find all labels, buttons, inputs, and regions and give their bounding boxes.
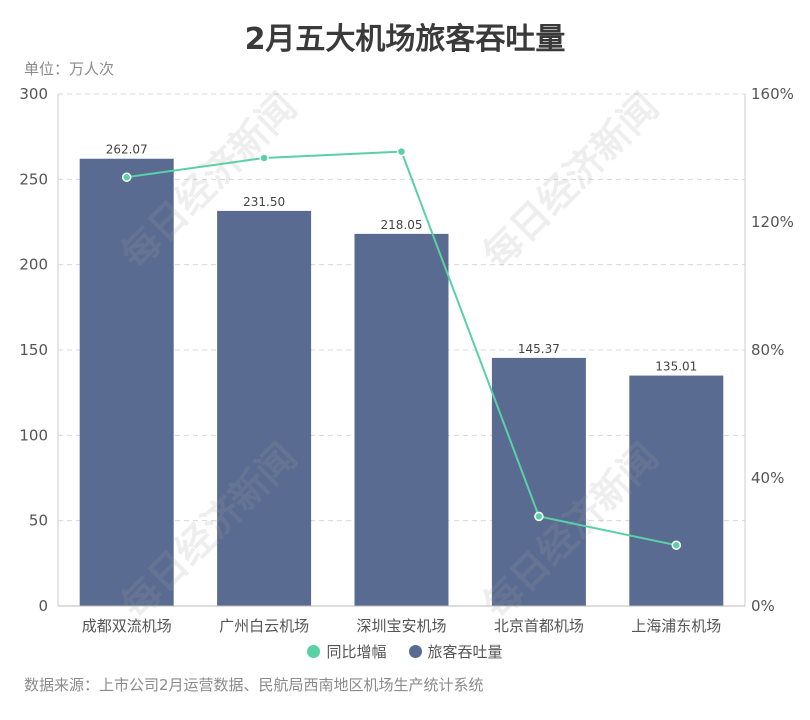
bar [79, 158, 174, 606]
bar [217, 210, 312, 606]
bar-value-label: 218.05 [381, 218, 423, 232]
y-left-tick-label: 50 [29, 512, 48, 530]
x-tick-label: 成都双流机场 [82, 617, 172, 635]
legend-marker-growth [307, 645, 321, 658]
legend-label-growth: 同比增幅 [326, 643, 387, 661]
x-tick-label: 上海浦东机场 [631, 617, 721, 635]
x-tick-label: 北京首都机场 [494, 617, 584, 635]
bar [491, 357, 586, 606]
growth-point [534, 511, 544, 522]
legend-item-throughput[interactable]: 旅客吞吐量 [408, 641, 503, 662]
bar [354, 233, 449, 606]
x-tick-label: 广州白云机场 [219, 617, 309, 635]
growth-point [121, 172, 132, 182]
x-tick-label: 深圳宝安机场 [356, 617, 446, 635]
y-right-tick-label: 80% [751, 341, 784, 359]
y-left-tick-label: 0 [38, 597, 48, 615]
bar-value-label: 145.37 [518, 342, 560, 356]
y-right-tick-label: 120% [751, 213, 794, 231]
unit-label: 单位：万人次 [24, 60, 115, 78]
bar-value-label: 135.01 [655, 360, 697, 374]
legend-marker-throughput [408, 645, 422, 658]
y-left-tick-label: 250 [19, 170, 48, 188]
y-right-tick-label: 160% [751, 85, 794, 103]
y-right-tick-label: 0% [751, 597, 775, 615]
y-right-tick-label: 40% [751, 469, 784, 487]
legend: 同比增幅 旅客吞吐量 [0, 641, 810, 662]
data-source: 数据来源：上市公司2月运营数据、民航局西南地区机场生产统计系统 [24, 676, 484, 694]
watermark: 每日经济新闻 [474, 84, 667, 277]
bar [629, 375, 724, 606]
legend-label-throughput: 旅客吞吐量 [427, 643, 503, 661]
y-left-tick-label: 150 [19, 341, 48, 359]
chart-title: 2月五大机场旅客吞吐量 [244, 22, 566, 57]
growth-point [396, 146, 407, 157]
legend-item-growth[interactable]: 同比增幅 [307, 641, 387, 662]
bar-value-label: 262.07 [106, 143, 148, 157]
y-left-tick-label: 200 [19, 256, 48, 274]
y-left-tick-label: 100 [19, 426, 48, 444]
y-left-tick-label: 300 [19, 85, 48, 103]
growth-point [259, 153, 269, 163]
bar-value-label: 231.50 [243, 195, 285, 209]
growth-point [671, 540, 682, 550]
